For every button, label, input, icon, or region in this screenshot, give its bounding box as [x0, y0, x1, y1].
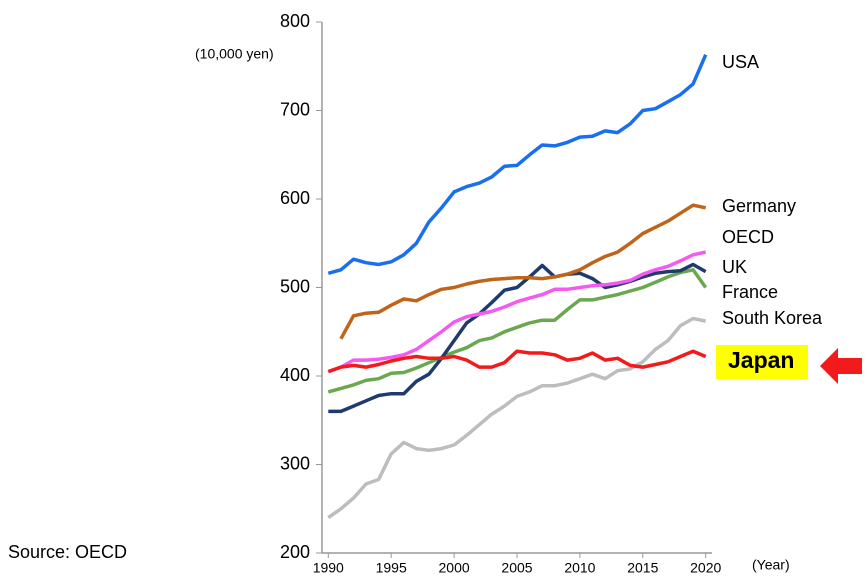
x-tick-label: 2020 — [690, 560, 721, 576]
series-line — [339, 203, 707, 340]
x-tick-label: 2005 — [501, 560, 532, 576]
series-line — [327, 54, 708, 275]
series-label: France — [722, 282, 778, 302]
y-tick-label: 800 — [280, 11, 310, 31]
series-label: UK — [722, 257, 747, 277]
x-tick-label: 1995 — [376, 560, 407, 576]
series-line — [327, 349, 707, 374]
x-tick-label: 2010 — [564, 560, 595, 576]
y-axis-label: (10,000 yen) — [195, 46, 274, 62]
arrow — [820, 348, 862, 384]
series-label: Japan — [728, 347, 794, 373]
x-tick-label: 1990 — [313, 560, 344, 576]
series-line — [327, 250, 707, 374]
y-tick-label: 500 — [280, 276, 310, 296]
y-tick-label: 200 — [280, 542, 310, 562]
y-tick-label: 600 — [280, 188, 310, 208]
series-line — [327, 268, 708, 394]
x-tick-label: 2000 — [439, 560, 470, 576]
source: Source: OECD — [8, 542, 127, 562]
series-label: Germany — [722, 196, 796, 216]
y-tick-label: 700 — [280, 99, 310, 119]
series-line — [327, 316, 707, 520]
y-tick-label: 400 — [280, 365, 310, 385]
series-label: USA — [722, 52, 759, 72]
highlight-box — [716, 345, 808, 379]
series-label: OECD — [722, 227, 774, 247]
series-line — [328, 262, 707, 414]
series-label: South Korea — [722, 308, 823, 328]
y-tick-label: 300 — [280, 453, 310, 473]
x-axis-label: (Year) — [752, 557, 790, 573]
x-tick-label: 2015 — [627, 560, 658, 576]
